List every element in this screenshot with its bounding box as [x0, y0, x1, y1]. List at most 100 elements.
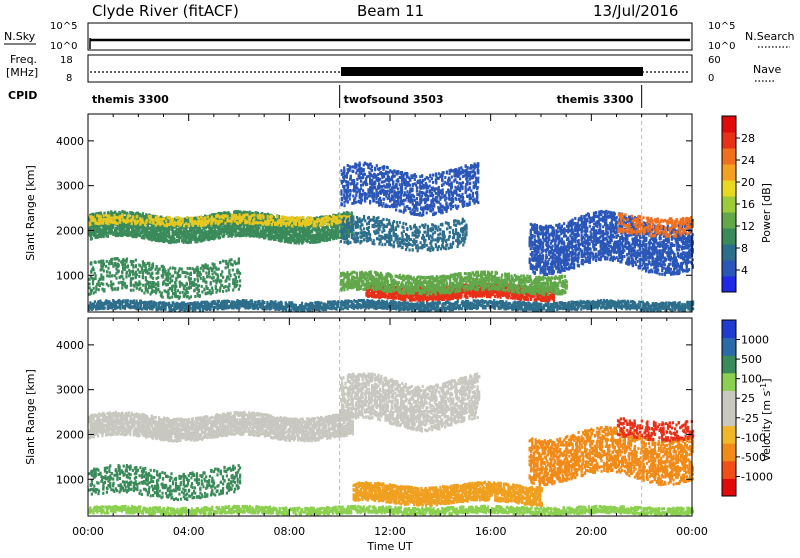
data-cell — [229, 213, 231, 216]
data-cell — [477, 177, 479, 180]
data-cell — [357, 240, 359, 243]
data-cell — [433, 203, 435, 206]
data-cell — [452, 205, 454, 208]
freq-tick-top: 18 — [60, 55, 73, 66]
data-cell — [416, 186, 418, 189]
data-cell — [427, 195, 429, 198]
data-cell — [363, 227, 365, 230]
data-cell — [380, 199, 382, 202]
data-cell — [377, 173, 379, 176]
data-cell — [347, 181, 349, 184]
nsearch-label: N.Search — [745, 30, 795, 43]
data-cell — [442, 192, 444, 195]
data-cell — [191, 217, 193, 220]
data-cell — [411, 189, 413, 192]
data-cell — [373, 196, 375, 199]
data-cell — [427, 177, 429, 180]
data-cell — [153, 218, 155, 221]
data-cell — [204, 224, 206, 227]
data-cell — [219, 236, 221, 239]
data-cell — [414, 213, 416, 216]
data-cell — [114, 222, 116, 225]
data-cell — [272, 220, 274, 223]
data-cell — [253, 218, 255, 221]
data-cell — [370, 238, 372, 241]
data-cell — [447, 206, 449, 209]
data-cell — [182, 218, 184, 221]
data-cell — [402, 194, 404, 197]
data-cell — [357, 224, 359, 227]
data-cell — [442, 179, 444, 182]
data-cell — [295, 223, 297, 226]
data-cell — [474, 172, 476, 175]
data-cell — [416, 207, 418, 210]
data-cell — [373, 242, 375, 245]
data-cell — [456, 194, 458, 197]
data-cell — [472, 195, 474, 198]
data-cell — [405, 199, 407, 202]
data-cell — [185, 222, 187, 225]
data-cell — [356, 182, 358, 185]
data-cell — [356, 178, 358, 181]
data-cell — [180, 236, 182, 239]
data-cell — [221, 220, 223, 223]
data-cell — [459, 189, 461, 192]
data-cell — [185, 238, 187, 241]
data-cell — [226, 215, 228, 218]
data-cell — [369, 200, 371, 203]
data-cell — [168, 228, 170, 231]
data-cell — [153, 222, 155, 225]
data-cell — [463, 201, 465, 204]
data-cell — [347, 185, 349, 188]
data-cell — [469, 187, 471, 190]
data-cell — [271, 223, 273, 226]
data-cell — [477, 186, 479, 189]
data-cell — [232, 233, 234, 236]
data-cell — [467, 204, 469, 207]
data-cell — [477, 171, 479, 174]
data-cell — [259, 214, 261, 217]
data-cell — [107, 235, 109, 238]
data-cell — [360, 184, 362, 187]
data-cell — [371, 165, 373, 168]
data-cell — [105, 225, 107, 228]
data-cell — [405, 209, 407, 212]
data-cell — [467, 195, 469, 198]
data-cell — [249, 234, 251, 237]
data-cell — [353, 182, 355, 185]
data-cell — [164, 224, 166, 227]
data-cell — [419, 192, 421, 195]
data-cell — [401, 183, 403, 186]
data-cell — [347, 164, 349, 167]
data-cell — [411, 200, 413, 203]
data-cell — [328, 217, 330, 220]
data-cell — [406, 173, 408, 176]
data-cell — [435, 182, 437, 185]
data-cell — [387, 166, 389, 169]
data-cell — [128, 229, 130, 232]
data-cell — [143, 237, 145, 240]
data-cell — [399, 183, 401, 186]
data-cell — [202, 219, 204, 222]
data-cell — [137, 220, 139, 223]
data-cell — [215, 219, 217, 222]
data-cell — [128, 215, 130, 218]
data-cell — [440, 196, 442, 199]
nsky-label: N.Sky — [4, 30, 36, 43]
data-cell — [451, 184, 453, 187]
data-cell — [379, 197, 381, 200]
data-cell — [470, 189, 472, 192]
data-cell — [369, 233, 371, 236]
cpid-segments: themis 3300twofsound 3503themis 3300 — [92, 85, 642, 108]
data-cell — [280, 223, 282, 226]
data-cell — [416, 193, 418, 196]
data-cell — [383, 165, 385, 168]
data-cell — [363, 234, 365, 237]
data-cell — [374, 167, 376, 170]
date-label: 13/Jul/2016 — [593, 2, 678, 20]
data-cell — [262, 215, 264, 218]
data-cell — [278, 227, 280, 230]
data-cell — [400, 197, 402, 200]
data-cell — [397, 187, 399, 190]
